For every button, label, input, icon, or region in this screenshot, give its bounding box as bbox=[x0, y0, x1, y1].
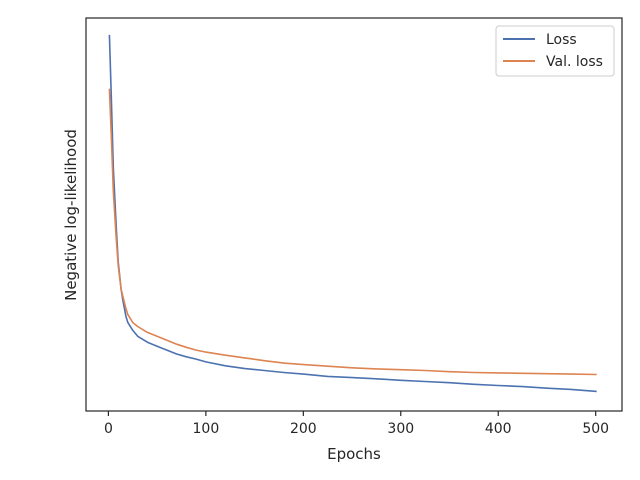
series-line-val-loss bbox=[108, 88, 597, 376]
axes-frame bbox=[85, 17, 623, 412]
legend: Loss Val. loss bbox=[495, 25, 615, 77]
y-axis-label: Negative log-likelihood bbox=[62, 129, 80, 301]
x-tick-label: 500 bbox=[582, 421, 609, 437]
x-tick-label: 0 bbox=[104, 421, 113, 437]
legend-label-val-loss: Val. loss bbox=[546, 54, 603, 70]
x-axis-ticks: 0 100 200 300 400 500 bbox=[104, 411, 609, 437]
x-tick-label: 400 bbox=[485, 421, 512, 437]
legend-label-loss: Loss bbox=[546, 32, 577, 48]
x-tick-label: 100 bbox=[193, 421, 220, 437]
x-tick-label: 300 bbox=[387, 421, 414, 437]
series-layer bbox=[108, 34, 597, 393]
series-line-loss bbox=[108, 34, 597, 393]
x-tick-label: 200 bbox=[290, 421, 317, 437]
x-axis-label: Epochs bbox=[327, 445, 381, 463]
